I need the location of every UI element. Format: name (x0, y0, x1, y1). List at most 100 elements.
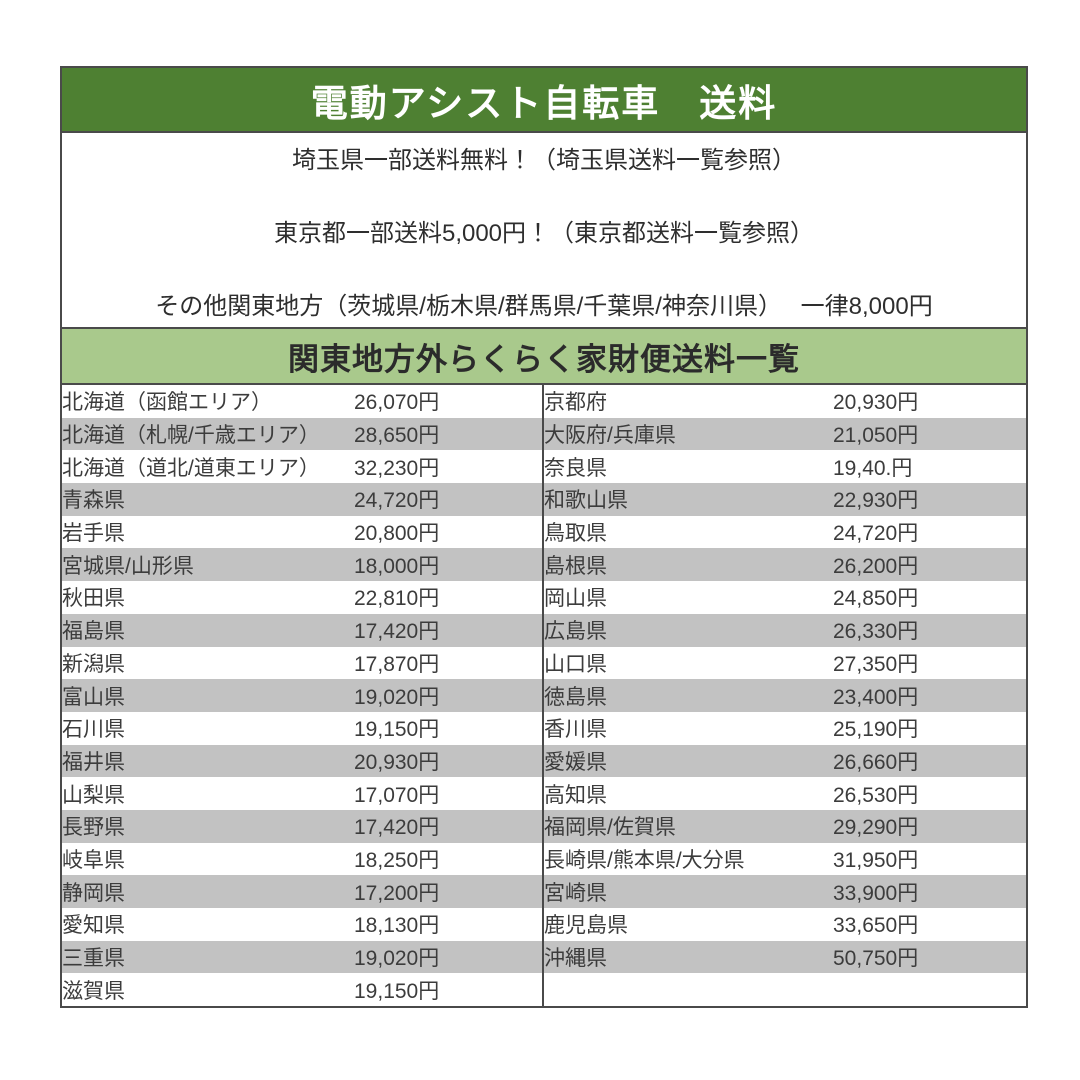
note-tokyo: 東京都一部送料5,000円！（東京都送料一覧参照） (273, 219, 815, 247)
table-row: 長野県 17,420円 福岡県/佐賀県 29,290円 (62, 809, 1026, 843)
region-cell-right: 山口県 (542, 646, 833, 680)
price-cell-right: 27,350円 (833, 646, 1026, 680)
region-cell-left: 石川県 (62, 711, 354, 745)
region-cell-right: 鹿児島県 (542, 908, 833, 941)
price-cell-left: 26,070円 (354, 385, 543, 418)
table-row: 山梨県 17,070円 高知県 26,530円 (62, 777, 1026, 810)
table-row: 岩手県 20,800円 鳥取県 24,720円 (62, 515, 1026, 549)
region-cell-left: 青森県 (62, 483, 354, 516)
region-cell-right: 愛媛県 (542, 744, 833, 778)
region-cell-left: 秋田県 (62, 581, 354, 614)
region-cell-left: 愛知県 (62, 908, 354, 941)
region-cell-right (542, 973, 833, 1007)
price-cell-left: 22,810円 (354, 581, 543, 614)
table-row: 富山県 19,020円 徳島県 23,400円 (62, 679, 1026, 712)
price-cell-left: 20,800円 (354, 515, 543, 549)
price-cell-right: 33,900円 (833, 875, 1026, 908)
price-cell-right: 26,660円 (833, 744, 1026, 778)
price-cell-left: 18,130円 (354, 908, 543, 941)
price-cell-right: 19,40.円 (833, 450, 1026, 484)
region-cell-left: 宮城県/山形県 (62, 548, 354, 582)
price-cell-left: 19,020円 (354, 679, 543, 712)
region-cell-left: 新潟県 (62, 646, 354, 680)
table-row: 福島県 17,420円 広島県 26,330円 (62, 613, 1026, 647)
region-cell-right: 福岡県/佐賀県 (542, 809, 833, 843)
region-cell-left: 北海道（札幌/千歳エリア） (62, 417, 354, 451)
region-cell-left: 長野県 (62, 809, 354, 843)
price-cell-right (833, 973, 1026, 1007)
price-cell-left: 17,070円 (354, 777, 543, 810)
price-cell-left: 19,150円 (354, 973, 543, 1007)
table-row: 秋田県 22,810円 岡山県 24,850円 (62, 581, 1026, 614)
price-cell-right: 23,400円 (833, 679, 1026, 712)
shipping-fee-sheet: 電動アシスト自転車 送料 埼玉県一部送料無料！（埼玉県送料一覧参照） 東京都一部… (60, 66, 1028, 1009)
price-cell-right: 21,050円 (833, 417, 1026, 451)
table-row: 三重県 19,020円 沖縄県 50,750円 (62, 940, 1026, 974)
region-cell-right: 香川県 (542, 711, 833, 745)
region-cell-right: 奈良県 (542, 450, 833, 484)
note-saitama: 埼玉県一部送料無料！（埼玉県送料一覧参照） (292, 146, 796, 174)
price-cell-right: 20,930円 (833, 385, 1026, 418)
region-cell-right: 大阪府/兵庫県 (542, 417, 833, 451)
region-cell-right: 島根県 (542, 548, 833, 582)
table-row: 北海道（函館エリア） 26,070円 京都府 20,930円 (62, 385, 1026, 418)
region-cell-left: 三重県 (62, 940, 354, 974)
region-cell-right: 高知県 (542, 777, 833, 810)
region-cell-right: 宮崎県 (542, 875, 833, 908)
price-cell-left: 20,930円 (354, 744, 543, 778)
fee-table: 北海道（函館エリア） 26,070円 京都府 20,930円 北海道（札幌/千歳… (62, 385, 1026, 1007)
table-row: 岐阜県 18,250円 長崎県/熊本県/大分県 31,950円 (62, 842, 1026, 876)
region-cell-right: 広島県 (542, 613, 833, 647)
table-row: 福井県 20,930円 愛媛県 26,660円 (62, 744, 1026, 778)
price-cell-right: 26,330円 (833, 613, 1026, 647)
region-cell-left: 岩手県 (62, 515, 354, 549)
price-cell-left: 17,870円 (354, 646, 543, 680)
region-cell-left: 福島県 (62, 613, 354, 647)
price-cell-right: 26,530円 (833, 777, 1026, 810)
region-cell-left: 北海道（函館エリア） (62, 385, 354, 418)
table-row: 北海道（札幌/千歳エリア） 28,650円 大阪府/兵庫県 21,050円 (62, 417, 1026, 451)
subheader-bar: 関東地方外らくらく家財便送料一覧 (62, 329, 1026, 385)
table-row: 北海道（道北/道東エリア） 32,230円 奈良県 19,40.円 (62, 450, 1026, 484)
region-cell-left: 福井県 (62, 744, 354, 778)
title-bar: 電動アシスト自転車 送料 (62, 68, 1026, 133)
price-cell-right: 26,200円 (833, 548, 1026, 582)
table-row: 青森県 24,720円 和歌山県 22,930円 (62, 483, 1026, 516)
price-cell-right: 24,850円 (833, 581, 1026, 614)
price-cell-right: 25,190円 (833, 711, 1026, 745)
table-row: 愛知県 18,130円 鹿児島県 33,650円 (62, 908, 1026, 941)
page-title: 電動アシスト自転車 送料 (310, 82, 778, 124)
table-row: 新潟県 17,870円 山口県 27,350円 (62, 646, 1026, 680)
region-cell-right: 和歌山県 (542, 483, 833, 516)
price-cell-left: 19,020円 (354, 940, 543, 974)
region-cell-right: 京都府 (542, 385, 833, 418)
price-cell-right: 24,720円 (833, 515, 1026, 549)
region-cell-left: 富山県 (62, 679, 354, 712)
price-cell-left: 28,650円 (354, 417, 543, 451)
price-cell-right: 29,290円 (833, 809, 1026, 843)
fee-table-title: 関東地方外らくらく家財便送料一覧 (288, 341, 800, 377)
price-cell-right: 22,930円 (833, 483, 1026, 516)
region-cell-right: 岡山県 (542, 581, 833, 614)
price-cell-left: 17,420円 (354, 809, 543, 843)
price-cell-left: 19,150円 (354, 711, 543, 745)
price-cell-left: 32,230円 (354, 450, 543, 484)
price-cell-left: 24,720円 (354, 483, 543, 516)
region-cell-left: 北海道（道北/道東エリア） (62, 450, 354, 484)
region-cell-left: 滋賀県 (62, 973, 354, 1007)
price-cell-left: 18,250円 (354, 842, 543, 876)
price-cell-left: 17,200円 (354, 875, 543, 908)
table-row: 滋賀県 19,150円 (62, 973, 1026, 1007)
region-cell-right: 沖縄県 (542, 940, 833, 974)
price-cell-right: 33,650円 (833, 908, 1026, 941)
note-other-kanto: その他関東地方（茨城県/栃木県/群馬県/千葉県/神奈川県） 一律8,000円 (155, 292, 933, 320)
price-cell-right: 31,950円 (833, 842, 1026, 876)
region-cell-right: 長崎県/熊本県/大分県 (542, 842, 833, 876)
price-cell-left: 18,000円 (354, 548, 543, 582)
table-row: 静岡県 17,200円 宮崎県 33,900円 (62, 875, 1026, 908)
table-row: 宮城県/山形県 18,000円 島根県 26,200円 (62, 548, 1026, 582)
region-cell-left: 静岡県 (62, 875, 354, 908)
price-cell-left: 17,420円 (354, 613, 543, 647)
shipping-notes: 埼玉県一部送料無料！（埼玉県送料一覧参照） 東京都一部送料5,000円！（東京都… (62, 133, 1026, 329)
